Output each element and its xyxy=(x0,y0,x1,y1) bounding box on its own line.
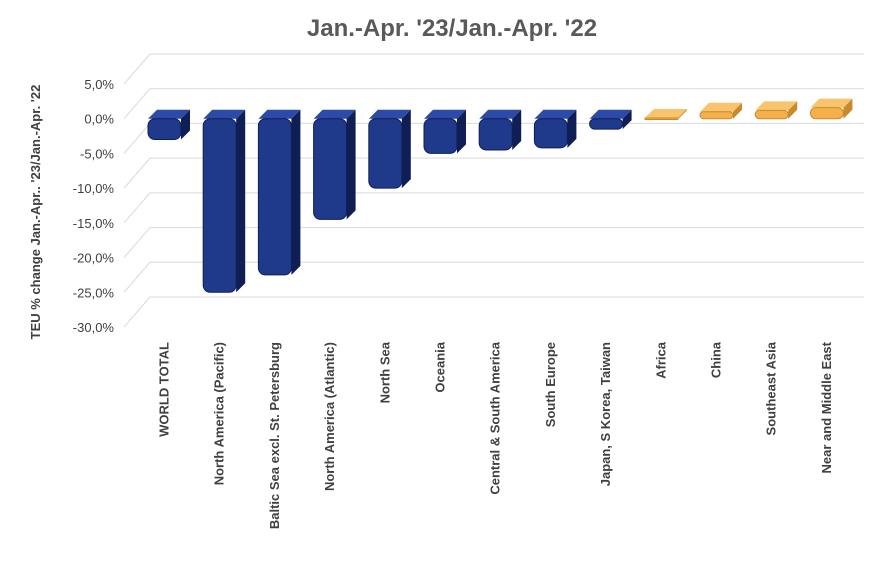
bar-front xyxy=(423,118,458,154)
x-tick-label: Oceania xyxy=(433,341,448,392)
x-tick-label: Japan, S Korea, Taiwan xyxy=(598,342,613,486)
bar-top xyxy=(534,109,577,119)
bar-side xyxy=(567,109,577,148)
bar-side xyxy=(622,109,632,130)
bar xyxy=(202,109,246,293)
bar-front xyxy=(699,111,734,120)
y-tick-label: -25,0% xyxy=(73,285,115,300)
bar-side xyxy=(291,109,301,275)
bar-top xyxy=(755,101,798,111)
bar-side xyxy=(401,109,411,189)
x-tick-label: WORLD TOTAL xyxy=(157,342,172,437)
y-tick-label: -5,0% xyxy=(80,146,114,161)
gridline xyxy=(123,192,864,224)
gridline xyxy=(123,296,864,328)
bar-front xyxy=(202,118,237,293)
bar-top xyxy=(313,109,356,119)
bar-front xyxy=(257,118,292,276)
bar xyxy=(478,109,522,151)
x-tick-label: North America (Atlantic) xyxy=(322,342,337,491)
bar xyxy=(368,109,411,189)
gridline xyxy=(123,53,864,85)
bar-front xyxy=(809,107,844,120)
bar-top xyxy=(148,109,190,119)
gridline xyxy=(123,227,864,258)
bar-front xyxy=(147,118,182,141)
bar-top xyxy=(589,109,632,119)
bar-front xyxy=(754,109,789,120)
y-axis-label: TEU % change Jan.-Apr.. '23/Jan.-Apr. '2… xyxy=(28,85,43,340)
bar-side xyxy=(788,101,798,119)
bar-front xyxy=(313,118,348,220)
bar-side xyxy=(512,109,522,150)
bar-front xyxy=(533,118,568,149)
bar-top xyxy=(479,109,522,119)
gridline xyxy=(123,261,864,293)
bar-side xyxy=(457,109,466,154)
bar-front xyxy=(478,118,513,151)
bar-side xyxy=(236,109,246,293)
bar xyxy=(644,109,687,121)
y-axis-ticks: 5,0% 0,0% -5,0% -10,0% -15,0% -20,0% -25,0% -30… xyxy=(73,77,115,335)
x-tick-label: Southeast Asia xyxy=(764,341,779,435)
bar-side xyxy=(346,109,356,220)
x-tick-label: South Europe xyxy=(543,342,558,427)
bar xyxy=(257,109,301,276)
x-tick-label: North America (Pacific) xyxy=(212,342,227,485)
bar-top xyxy=(644,109,687,119)
y-tick-label: -10,0% xyxy=(73,181,115,196)
gridline xyxy=(123,157,864,189)
bar xyxy=(533,109,577,149)
x-tick-label: China xyxy=(709,341,724,378)
bar-top xyxy=(368,109,411,119)
bar xyxy=(809,98,853,120)
bar-side xyxy=(181,109,190,140)
bar-side xyxy=(733,102,742,119)
y-tick-label: -15,0% xyxy=(73,216,115,231)
bar-top xyxy=(700,102,742,112)
y-tick-label: -30,0% xyxy=(73,320,115,335)
y-tick-label: 5,0% xyxy=(84,77,114,92)
chart-title: Jan.-Apr. '23/Jan.-Apr. '22 xyxy=(307,15,597,42)
bar-top xyxy=(810,98,853,108)
bar xyxy=(147,109,190,141)
bar xyxy=(754,101,798,120)
bar-front xyxy=(589,118,624,130)
y-tick-label: -20,0% xyxy=(73,251,115,266)
bar xyxy=(589,109,632,130)
bar-side xyxy=(843,98,853,119)
x-tick-label: Central & South America xyxy=(488,341,503,494)
bar-front xyxy=(368,118,403,189)
bars xyxy=(147,98,853,293)
bar-top xyxy=(203,109,246,119)
x-tick-label: Near and Middle East xyxy=(819,341,834,473)
y-tick-label: 0,0% xyxy=(84,112,114,127)
bar xyxy=(423,109,466,154)
bar-top xyxy=(424,109,466,119)
bar-side xyxy=(677,109,687,120)
x-tick-label: Africa xyxy=(653,341,668,379)
gridline xyxy=(123,88,864,120)
bar xyxy=(313,109,356,220)
bar-top xyxy=(258,109,301,119)
bar-front xyxy=(644,117,679,121)
x-tick-label: Baltic Sea excl. St. Petersburg xyxy=(267,342,282,529)
x-axis-ticks: WORLD TOTAL North America (Pacific) Baltic… xyxy=(157,341,834,529)
x-tick-label: North Sea xyxy=(377,341,392,403)
bar xyxy=(699,102,742,120)
